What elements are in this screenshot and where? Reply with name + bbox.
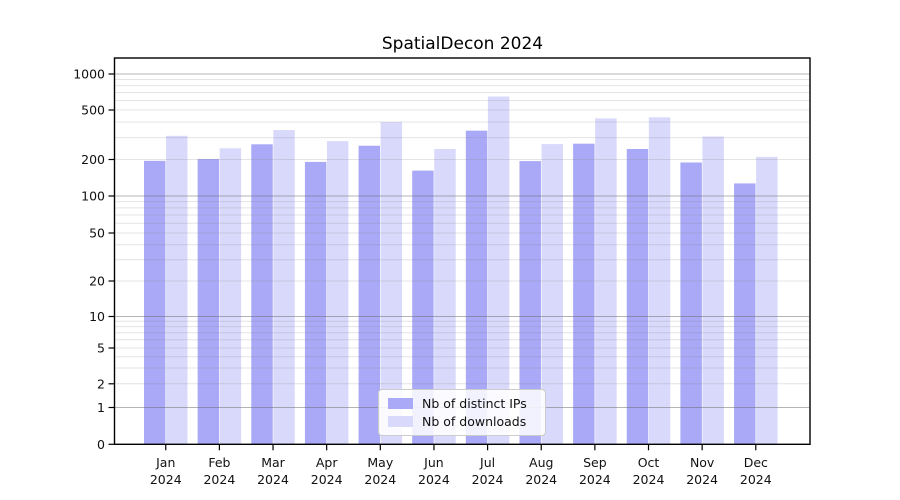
bar-downloads-aug (541, 144, 563, 445)
x-tick-label-year: 2024 (633, 472, 665, 487)
x-tick-label-month: Mar (261, 455, 285, 470)
bar-distinct-ips-dec (734, 183, 756, 445)
bar-downloads-feb (219, 148, 242, 445)
bar-distinct-ips-mar (251, 144, 273, 445)
x-tick-label-year: 2024 (418, 472, 450, 487)
legend-item-downloads: Nb of downloads (388, 414, 536, 429)
bar-downloads-dec (756, 156, 778, 445)
x-tick-label-year: 2024 (257, 472, 289, 487)
bar-distinct-ips-jul (465, 130, 488, 445)
x-tick-label-month: Jun (423, 455, 444, 470)
x-tick-label-month: Aug (529, 455, 553, 470)
x-tick-label-month: Sep (583, 455, 607, 470)
y-tick-label: 20 (89, 274, 105, 289)
x-tick-label-year: 2024 (579, 472, 611, 487)
bar-downloads-jan (166, 135, 188, 445)
x-tick-label-month: Apr (316, 455, 338, 470)
y-tick-label: 0 (97, 437, 105, 452)
legend-item-distinct-ips: Nb of distinct IPs (388, 396, 536, 411)
legend-label-downloads: Nb of downloads (422, 413, 527, 429)
legend: Nb of distinct IPs Nb of downloads (378, 389, 546, 436)
x-tick-label-month: Dec (744, 455, 768, 470)
y-tick-label: 10 (89, 309, 105, 324)
y-tick-label: 1 (97, 400, 105, 415)
bar-downloads-apr (326, 141, 349, 445)
bar-distinct-ips-jan (144, 160, 166, 445)
x-tick-label-month: Feb (208, 455, 230, 470)
y-tick-label: 200 (81, 152, 105, 167)
x-tick-label-year: 2024 (686, 472, 718, 487)
y-tick-label: 50 (89, 226, 105, 241)
bar-distinct-ips-may (358, 145, 381, 445)
x-tick-label-month: Oct (638, 455, 660, 470)
plot-spines (113, 57, 811, 445)
bar-downloads-jul (487, 96, 510, 445)
x-tick-label-year: 2024 (472, 472, 504, 487)
bar-distinct-ips-feb (197, 158, 220, 445)
bar-distinct-ips-oct (626, 148, 649, 445)
y-tick-label: 500 (81, 103, 105, 118)
bar-distinct-ips-aug (519, 161, 541, 445)
bar-downloads-nov (702, 136, 724, 445)
y-tick-label: 5 (97, 341, 105, 356)
bar-downloads-sep (595, 118, 617, 445)
legend-swatch-downloads (388, 415, 413, 427)
bar-distinct-ips-sep (573, 143, 595, 445)
x-tick-label-month: Jan (155, 455, 175, 470)
chart-title: SpatialDecon 2024 (381, 34, 544, 54)
x-tick-label-month: May (367, 455, 393, 470)
y-tick-label: 2 (97, 376, 105, 391)
x-tick-label-year: 2024 (740, 472, 772, 487)
bar-downloads-may (380, 122, 403, 445)
x-tick-label-month: Jul (479, 455, 495, 470)
x-tick-label-year: 2024 (525, 472, 557, 487)
legend-label-distinct-ips: Nb of distinct IPs (422, 396, 527, 412)
y-tick-label: 1000 (73, 67, 105, 82)
x-tick-label-year: 2024 (311, 472, 343, 487)
bar-distinct-ips-jun (412, 170, 434, 445)
x-tick-label-year: 2024 (364, 472, 396, 487)
legend-swatch-distinct-ips (388, 398, 413, 410)
y-tick-label: 100 (81, 189, 105, 204)
x-tick-label-month: Nov (690, 455, 715, 470)
x-tick-label-year: 2024 (203, 472, 235, 487)
bar-downloads-oct (648, 117, 671, 445)
bar-downloads-mar (273, 130, 295, 445)
bar-distinct-ips-nov (680, 162, 702, 445)
bar-distinct-ips-apr (304, 161, 327, 445)
bar-downloads-jun (434, 148, 456, 445)
x-tick-label-year: 2024 (150, 472, 182, 487)
